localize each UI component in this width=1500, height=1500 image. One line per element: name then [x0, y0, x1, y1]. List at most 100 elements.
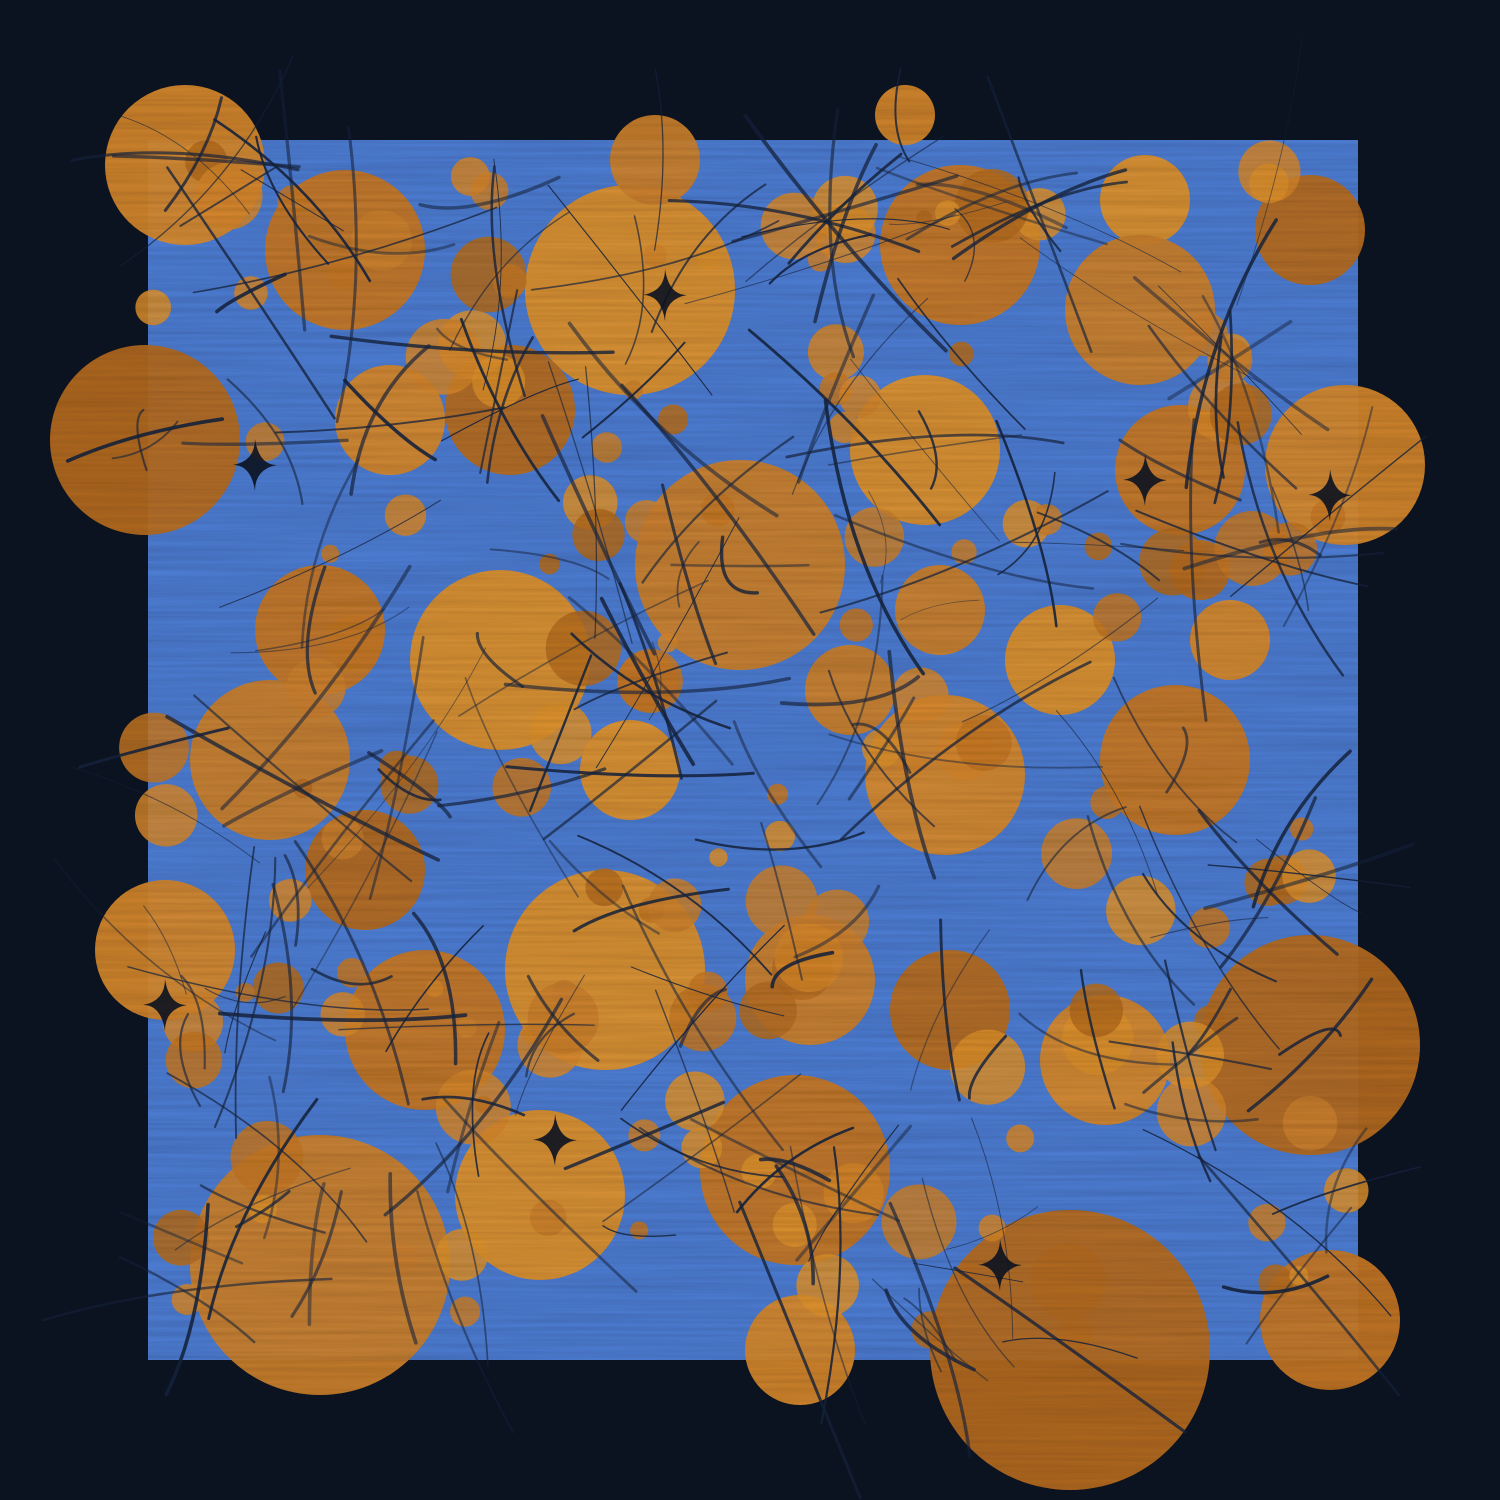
crack-line: [418, 175, 561, 210]
orange-disc: [135, 289, 172, 326]
crack-line: [464, 677, 579, 898]
crack-line: [307, 647, 487, 889]
crack-line: [676, 541, 700, 608]
crack-line: [917, 410, 938, 490]
crack-line: [548, 839, 660, 935]
crack-line: [819, 490, 1109, 614]
orange-disc: [1324, 1168, 1369, 1213]
crack-line: [442, 1097, 638, 1293]
crack-line: [950, 180, 1129, 248]
crack-line: [215, 272, 287, 314]
orange-disc: [643, 243, 667, 268]
crack-line: [383, 997, 564, 1217]
crack-line: [179, 165, 279, 227]
crack-line: [411, 911, 458, 1066]
orange-disc: [530, 1199, 567, 1237]
crack-line: [222, 749, 384, 828]
orange-disc: [796, 1254, 859, 1317]
crack-line: [1132, 276, 1330, 432]
crack-line: [449, 211, 570, 351]
crack-line: [620, 924, 785, 1111]
crack-line: [1171, 1041, 1212, 1183]
crack-line: [690, 1118, 900, 1222]
orange-disc: [1041, 818, 1113, 890]
crack-line: [78, 726, 230, 769]
crack-line: [234, 845, 256, 1139]
crack-line: [735, 1126, 855, 1214]
crack-line: [791, 297, 929, 495]
crack-line: [307, 1182, 326, 1327]
crack-line: [446, 1020, 501, 1194]
crack-line: [540, 414, 657, 656]
orange-disc: [764, 820, 796, 852]
crack-line: [875, 166, 1108, 246]
orange-disc: [305, 810, 425, 930]
crack-line: [921, 1177, 1015, 1368]
orange-disc: [951, 539, 977, 565]
crack-line: [385, 925, 484, 1053]
orange-disc: [978, 1214, 1006, 1242]
orange-disc: [1282, 1095, 1338, 1151]
crack-line: [1002, 1337, 1138, 1359]
crack-line: [217, 1011, 468, 1023]
crack-line: [1282, 406, 1374, 627]
orange-disc: [337, 958, 367, 988]
crack-line: [335, 126, 358, 424]
crack-line: [547, 361, 633, 644]
orange-disc: [436, 1228, 488, 1281]
crack-line: [868, 490, 887, 584]
orange-disc: [772, 1202, 817, 1247]
crack-line: [525, 1012, 575, 1078]
crack-line: [1142, 1016, 1239, 1094]
crack-line: [143, 905, 187, 995]
crack-line: [563, 1100, 726, 1171]
crack-line: [471, 1032, 490, 1177]
crack-line: [490, 165, 526, 398]
crack-line: [165, 714, 441, 862]
orange-disc: [230, 1121, 304, 1194]
orange-disc: [1188, 906, 1231, 949]
orange-disc: [1092, 593, 1142, 642]
orange-disc: [456, 1017, 477, 1038]
crack-line: [768, 233, 872, 285]
crack-line: [618, 582, 683, 780]
crack-line: [595, 517, 740, 769]
crack-line: [263, 1075, 280, 1240]
crack-line: [207, 1097, 319, 1321]
crack-line: [479, 289, 519, 474]
crack-line: [624, 215, 645, 365]
orange-disc: [525, 185, 735, 395]
crack-line: [770, 950, 835, 989]
crack-line: [719, 535, 760, 595]
crack-line: [1018, 1012, 1178, 1066]
crack-line: [368, 635, 425, 900]
crack-line: [828, 108, 856, 359]
crack-line: [905, 171, 1078, 241]
crack-line: [747, 328, 942, 527]
orange-disc: [647, 878, 702, 932]
orange-disc: [325, 614, 383, 672]
crack-line: [871, 1278, 989, 1382]
crack-line: [570, 632, 732, 730]
crack-line: [118, 1255, 256, 1344]
crack-line: [884, 1288, 976, 1372]
orange-disc: [949, 341, 974, 367]
crack-line: [111, 420, 179, 460]
crack-line: [630, 966, 785, 1017]
crack-line: [1120, 542, 1384, 560]
crack-line: [72, 767, 261, 864]
crack-line: [199, 1184, 326, 1234]
orange-disc: [1030, 1243, 1107, 1320]
crack-line: [670, 563, 810, 568]
crack-line: [1079, 968, 1116, 1110]
orange-disc: [153, 1209, 209, 1266]
orange-disc: [1100, 155, 1190, 245]
crack-line: [774, 1164, 815, 1286]
crack-line: [667, 199, 921, 253]
crack-line: [1197, 1154, 1401, 1397]
crack-line: [1017, 176, 1062, 253]
crack-line: [179, 1012, 202, 1108]
crack-line: [653, 69, 664, 251]
orange-disc: [865, 695, 1025, 855]
